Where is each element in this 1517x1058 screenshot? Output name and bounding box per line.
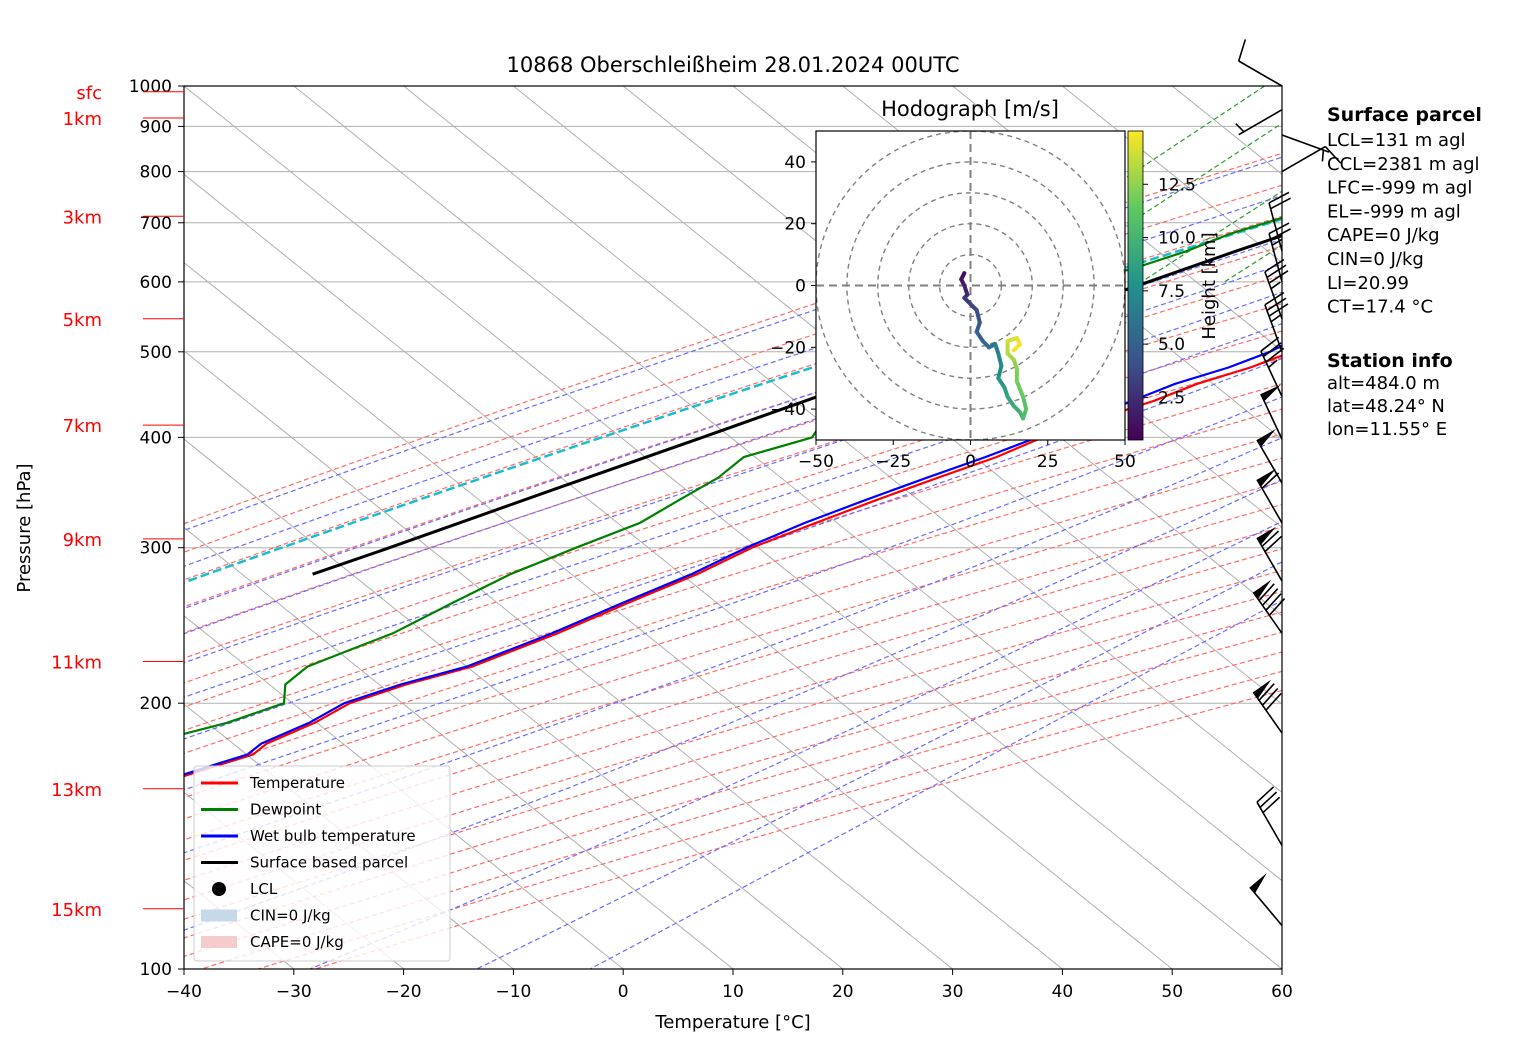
legend: Temperature Dewpoint Wet bulb temperature S… [194, 766, 450, 961]
x-tick-label: −40 [166, 982, 202, 1002]
surface-parcel-line: LI=20.99 [1327, 273, 1409, 294]
legend-swatch [212, 882, 226, 896]
height-label: sfc [76, 83, 102, 104]
hodo-x-tick-label: −25 [875, 452, 911, 472]
info-panel: Surface parcel LCL=131 m agl CCL=2381 m a… [1327, 104, 1482, 440]
surface-parcel-line: CT=17.4 °C [1327, 297, 1433, 318]
surface-parcel-line: EL=-999 m agl [1327, 201, 1461, 222]
legend-label: Surface based parcel [250, 854, 408, 872]
height-label: 9km [63, 530, 102, 551]
hodo-x-tick-label: 50 [1114, 452, 1136, 472]
wind-barb [1253, 580, 1284, 634]
wind-barb [1236, 110, 1282, 135]
y-axis-label: Pressure [hPa] [14, 463, 35, 592]
legend-label: Dewpoint [250, 801, 321, 819]
station-info-heading: Station info [1327, 350, 1453, 372]
surface-parcel-line: LFC=-999 m agl [1327, 178, 1472, 199]
colorbar-label: Height [km] [1199, 232, 1220, 339]
y-tick-label: 400 [140, 428, 172, 448]
y-tick-label: 700 [140, 214, 172, 234]
legend-label: LCL [250, 880, 278, 898]
legend-swatch [201, 910, 237, 922]
station-info-line: lon=11.55° E [1327, 419, 1447, 440]
x-tick-label: 40 [1052, 982, 1074, 1002]
legend-label: CIN=0 J/kg [250, 907, 331, 925]
hodograph-title: Hodograph [m/s] [881, 97, 1059, 121]
x-tick-label: 30 [942, 982, 964, 1002]
surface-parcel-heading: Surface parcel [1327, 104, 1482, 126]
surface-parcel-line: CCL=2381 m agl [1327, 154, 1480, 175]
colorbar-tick-label: 12.5 [1158, 175, 1196, 195]
chart-title: 10868 Oberschleißheim 28.01.2024 00UTC [507, 53, 960, 77]
y-tick-label: 100 [140, 960, 172, 980]
x-tick-label: 60 [1271, 982, 1293, 1002]
hodo-y-tick-label: 40 [784, 153, 806, 173]
y-tick-label: 800 [140, 163, 172, 183]
legend-label: Wet bulb temperature [250, 827, 416, 845]
surface-parcel-line: LCL=131 m agl [1327, 130, 1466, 151]
wind-barb [1257, 787, 1282, 846]
x-tick-label: 10 [722, 982, 744, 1002]
hodo-y-tick-label: −20 [770, 338, 806, 358]
surface-parcel-line: CAPE=0 J/kg [1327, 225, 1440, 246]
y-tick-label: 300 [140, 539, 172, 559]
hodo-x-tick-label: 25 [1037, 452, 1059, 472]
wind-barb [1253, 680, 1282, 734]
legend-label: CAPE=0 J/kg [250, 933, 344, 951]
hodo-x-tick-label: −50 [798, 452, 834, 472]
surface-parcel-line: CIN=0 J/kg [1327, 249, 1424, 270]
hodograph: Hodograph [m/s] −50 −25 0 25 50 40 20 0 −20 −40 2… [770, 97, 1220, 472]
y-tick-label: 200 [140, 694, 172, 714]
y-tick-label: 1000 [129, 77, 172, 97]
wind-barb [1239, 39, 1282, 86]
hodo-y-tick-label: −40 [770, 400, 806, 420]
height-label: 1km [63, 109, 102, 130]
wind-barb [1257, 527, 1282, 581]
height-label: 13km [51, 780, 102, 801]
station-info-line: alt=484.0 m [1327, 373, 1440, 394]
colorbar-tick-label: 5.0 [1158, 335, 1185, 355]
height-label: 11km [51, 652, 102, 673]
y-tick-label: 600 [140, 273, 172, 293]
colorbar-tick-label: 2.5 [1158, 388, 1185, 408]
colorbar [1128, 131, 1143, 440]
mixing-ratio-line [1511, 86, 1517, 282]
x-tick-label: 20 [832, 982, 854, 1002]
height-label: 7km [63, 416, 102, 437]
x-axis-label: Temperature [°C] [654, 1012, 810, 1033]
station-info-line: lat=48.24° N [1327, 396, 1445, 417]
hodo-y-tick-label: 0 [795, 277, 806, 297]
legend-swatch [201, 936, 237, 948]
wind-barb [1250, 873, 1282, 925]
y-tick-label: 500 [140, 343, 172, 363]
height-label: 3km [63, 207, 102, 228]
hodo-x-tick-label: 0 [965, 452, 976, 472]
height-label: 5km [63, 310, 102, 331]
x-tick-label: −20 [386, 982, 422, 1002]
x-tick-label: 50 [1161, 982, 1183, 1002]
x-tick-label: −10 [495, 982, 531, 1002]
wind-barbs [1236, 39, 1341, 925]
legend-label: Temperature [249, 774, 345, 792]
colorbar-tick-label: 10.0 [1158, 229, 1196, 249]
x-tick-label: 0 [618, 982, 629, 1002]
height-labels: 15km 13km 11km 9km 7km 5km 3km 1km sfc [51, 83, 184, 921]
x-tick-label: −30 [276, 982, 312, 1002]
hodo-y-tick-label: 20 [784, 215, 806, 235]
y-tick-label: 900 [140, 117, 172, 137]
height-label: 15km [51, 900, 102, 921]
colorbar-tick-label: 7.5 [1158, 282, 1185, 302]
